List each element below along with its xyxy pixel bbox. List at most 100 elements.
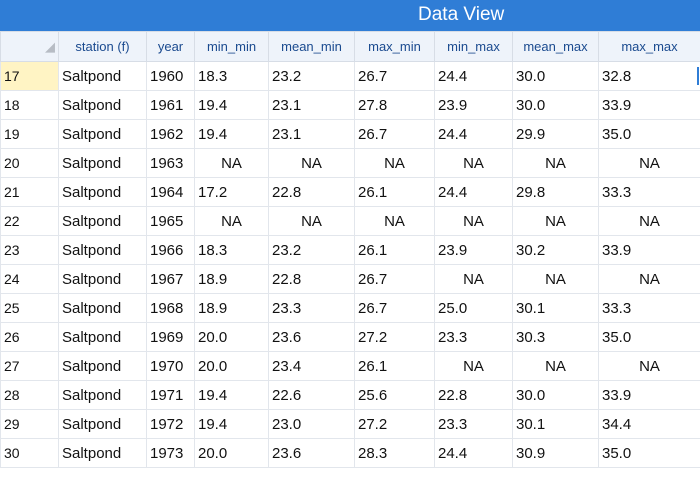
cell-mean-min[interactable]: NA	[268, 206, 355, 236]
cell-max-min[interactable]: 26.1	[354, 177, 435, 207]
cell-max-min[interactable]: 26.7	[354, 264, 435, 294]
cell-max-min[interactable]: NA	[354, 206, 435, 236]
cell-mean-max[interactable]: 30.0	[512, 90, 599, 120]
row-number[interactable]: 30	[0, 438, 59, 468]
table-row[interactable]: 21 Saltpond 1964 17.2 22.8 26.1 24.4 29.8 33.3	[0, 177, 700, 207]
cell-station[interactable]: Saltpond	[58, 235, 147, 265]
cell-min-min[interactable]: 18.3	[194, 61, 269, 91]
cell-min-min[interactable]: 20.0	[194, 438, 269, 468]
cell-max-min[interactable]: 27.2	[354, 322, 435, 352]
cell-min-min[interactable]: 18.9	[194, 264, 269, 294]
table-row[interactable]: 25 Saltpond 1968 18.9 23.3 26.7 25.0 30.1 33.3	[0, 293, 700, 323]
cell-year[interactable]: 1973	[146, 438, 195, 468]
cell-min-max[interactable]: 24.4	[434, 177, 513, 207]
cell-mean-min[interactable]: 23.4	[268, 351, 355, 381]
cell-station[interactable]: Saltpond	[58, 61, 147, 91]
cell-min-min[interactable]: 19.4	[194, 380, 269, 410]
cell-mean-min[interactable]: 22.6	[268, 380, 355, 410]
cell-max-max[interactable]: 33.9	[598, 380, 700, 410]
cell-mean-min[interactable]: 23.0	[268, 409, 355, 439]
table-row[interactable]: 30 Saltpond 1973 20.0 23.6 28.3 24.4 30.9 35.0	[0, 438, 700, 468]
cell-station[interactable]: Saltpond	[58, 148, 147, 178]
cell-max-min[interactable]: 28.3	[354, 438, 435, 468]
cell-min-max[interactable]: NA	[434, 264, 513, 294]
cell-min-min[interactable]: 18.3	[194, 235, 269, 265]
cell-max-max[interactable]: NA	[598, 148, 700, 178]
table-row[interactable]: 17 Saltpond 1960 18.3 23.2 26.7 24.4 30.0 32.8	[0, 61, 700, 91]
column-header-min-max[interactable]: min_max	[434, 31, 513, 62]
row-number[interactable]: 29	[0, 409, 59, 439]
row-number[interactable]: 19	[0, 119, 59, 149]
cell-year[interactable]: 1972	[146, 409, 195, 439]
cell-year[interactable]: 1971	[146, 380, 195, 410]
cell-mean-min[interactable]: 23.6	[268, 438, 355, 468]
cell-station[interactable]: Saltpond	[58, 264, 147, 294]
cell-min-max[interactable]: 23.9	[434, 235, 513, 265]
table-row[interactable]: 28 Saltpond 1971 19.4 22.6 25.6 22.8 30.0 33.9	[0, 380, 700, 410]
cell-max-max[interactable]: NA	[598, 264, 700, 294]
cell-max-max[interactable]: NA	[598, 206, 700, 236]
cell-max-max[interactable]: 35.0	[598, 322, 700, 352]
cell-min-max[interactable]: NA	[434, 206, 513, 236]
table-row[interactable]: 18 Saltpond 1961 19.4 23.1 27.8 23.9 30.0 33.9	[0, 90, 700, 120]
cell-mean-min[interactable]: 23.1	[268, 90, 355, 120]
cell-max-min[interactable]: NA	[354, 148, 435, 178]
cell-max-min[interactable]: 26.1	[354, 351, 435, 381]
table-row[interactable]: 26 Saltpond 1969 20.0 23.6 27.2 23.3 30.3 35.0	[0, 322, 700, 352]
row-number[interactable]: 22	[0, 206, 59, 236]
cell-mean-min[interactable]: 23.1	[268, 119, 355, 149]
cell-min-min[interactable]: NA	[194, 148, 269, 178]
cell-max-max[interactable]: 32.8	[598, 61, 700, 91]
cell-station[interactable]: Saltpond	[58, 206, 147, 236]
cell-max-min[interactable]: 25.6	[354, 380, 435, 410]
table-row[interactable]: 24 Saltpond 1967 18.9 22.8 26.7 NA NA NA	[0, 264, 700, 294]
cell-year[interactable]: 1970	[146, 351, 195, 381]
cell-station[interactable]: Saltpond	[58, 409, 147, 439]
cell-min-min[interactable]: NA	[194, 206, 269, 236]
cell-mean-min[interactable]: 22.8	[268, 264, 355, 294]
cell-mean-max[interactable]: 30.2	[512, 235, 599, 265]
column-header-year[interactable]: year	[146, 31, 195, 62]
row-number[interactable]: 17	[0, 61, 59, 91]
cell-station[interactable]: Saltpond	[58, 380, 147, 410]
cell-max-max[interactable]: 34.4	[598, 409, 700, 439]
cell-year[interactable]: 1969	[146, 322, 195, 352]
cell-max-max[interactable]: 33.3	[598, 293, 700, 323]
cell-station[interactable]: Saltpond	[58, 177, 147, 207]
row-number[interactable]: 27	[0, 351, 59, 381]
cell-year[interactable]: 1960	[146, 61, 195, 91]
table-row[interactable]: 20 Saltpond 1963 NA NA NA NA NA NA	[0, 148, 700, 178]
cell-mean-min[interactable]: 23.6	[268, 322, 355, 352]
cell-min-min[interactable]: 17.2	[194, 177, 269, 207]
cell-max-min[interactable]: 26.7	[354, 293, 435, 323]
cell-max-max[interactable]: 33.9	[598, 90, 700, 120]
cell-mean-max[interactable]: NA	[512, 148, 599, 178]
cell-min-max[interactable]: 23.9	[434, 90, 513, 120]
cell-mean-max[interactable]: 30.3	[512, 322, 599, 352]
cell-mean-max[interactable]: 30.0	[512, 380, 599, 410]
cell-min-max[interactable]: 23.3	[434, 322, 513, 352]
cell-mean-min[interactable]: NA	[268, 148, 355, 178]
row-number[interactable]: 25	[0, 293, 59, 323]
cell-year[interactable]: 1965	[146, 206, 195, 236]
cell-min-max[interactable]: 23.3	[434, 409, 513, 439]
cell-max-max[interactable]: 35.0	[598, 438, 700, 468]
cell-station[interactable]: Saltpond	[58, 322, 147, 352]
cell-max-max[interactable]: 33.9	[598, 235, 700, 265]
cell-min-max[interactable]: 24.4	[434, 119, 513, 149]
column-header-max-min[interactable]: max_min	[354, 31, 435, 62]
cell-station[interactable]: Saltpond	[58, 293, 147, 323]
cell-station[interactable]: Saltpond	[58, 351, 147, 381]
cell-mean-min[interactable]: 23.2	[268, 235, 355, 265]
cell-mean-min[interactable]: 23.3	[268, 293, 355, 323]
cell-min-min[interactable]: 19.4	[194, 90, 269, 120]
cell-year[interactable]: 1966	[146, 235, 195, 265]
cell-year[interactable]: 1968	[146, 293, 195, 323]
row-number[interactable]: 20	[0, 148, 59, 178]
cell-year[interactable]: 1962	[146, 119, 195, 149]
cell-station[interactable]: Saltpond	[58, 119, 147, 149]
table-row[interactable]: 19 Saltpond 1962 19.4 23.1 26.7 24.4 29.9 35.0	[0, 119, 700, 149]
cell-year[interactable]: 1963	[146, 148, 195, 178]
row-number[interactable]: 24	[0, 264, 59, 294]
cell-max-max[interactable]: 35.0	[598, 119, 700, 149]
